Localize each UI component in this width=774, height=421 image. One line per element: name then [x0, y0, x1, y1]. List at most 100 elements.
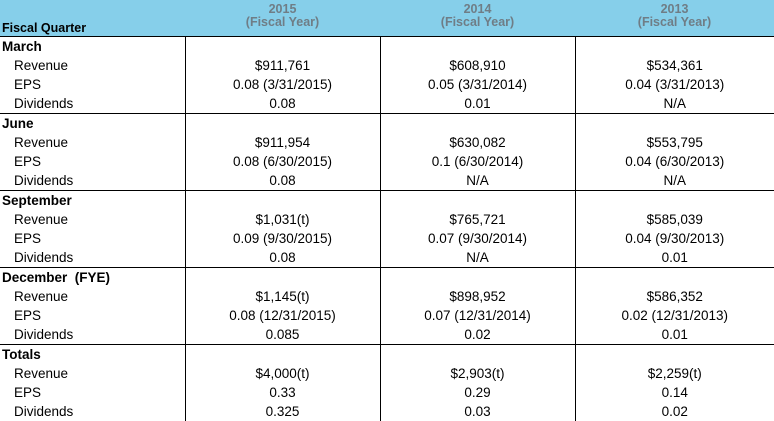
row-label: Revenue — [0, 364, 185, 383]
value-cell: 0.08 (12/31/2015) — [185, 306, 380, 325]
row-label: Dividends — [0, 402, 185, 421]
value-cell: $2,259(t) — [575, 364, 774, 383]
value-cell: 0.08 — [185, 94, 380, 114]
value-cell: 0.01 — [575, 248, 774, 268]
value-cell: 0.29 — [380, 383, 575, 402]
value-cell: 0.07 (12/31/2014) — [380, 306, 575, 325]
column-header: 2014(Fiscal Year) — [380, 0, 575, 37]
value-cell: N/A — [380, 248, 575, 268]
value-cell: 0.09 (9/30/2015) — [185, 229, 380, 248]
value-cell: $911,954 — [185, 133, 380, 152]
value-cell: 0.02 — [575, 402, 774, 421]
value-cell: 0.07 (9/30/2014) — [380, 229, 575, 248]
empty-cell — [185, 191, 380, 211]
data-row: Revenue$1,031(t)$765,721$585,039 — [0, 210, 774, 229]
data-row: Revenue$1,145(t)$898,952$586,352 — [0, 287, 774, 306]
value-cell: 0.08 — [185, 171, 380, 191]
table-header: Fiscal Quarter 2015(Fiscal Year)2014(Fis… — [0, 0, 774, 37]
value-cell: $911,761 — [185, 56, 380, 75]
value-cell: N/A — [575, 171, 774, 191]
empty-cell — [380, 114, 575, 134]
empty-cell — [185, 268, 380, 288]
value-cell: $585,039 — [575, 210, 774, 229]
empty-cell — [575, 345, 774, 365]
empty-cell — [185, 114, 380, 134]
column-note: (Fiscal Year) — [185, 16, 380, 29]
data-row: Revenue$4,000(t)$2,903(t)$2,259(t) — [0, 364, 774, 383]
section-title: March — [0, 37, 185, 57]
value-cell: 0.01 — [575, 325, 774, 345]
value-cell: $534,361 — [575, 56, 774, 75]
value-cell: 0.02 (12/31/2013) — [575, 306, 774, 325]
row-label: EPS — [0, 306, 185, 325]
row-label: EPS — [0, 152, 185, 171]
empty-cell — [380, 191, 575, 211]
value-cell: 0.04 (6/30/2013) — [575, 152, 774, 171]
value-cell: $608,910 — [380, 56, 575, 75]
value-cell: 0.04 (3/31/2013) — [575, 75, 774, 94]
row-label: EPS — [0, 229, 185, 248]
row-label: Revenue — [0, 133, 185, 152]
value-cell: 0.08 — [185, 248, 380, 268]
value-cell: N/A — [380, 171, 575, 191]
value-cell: 0.14 — [575, 383, 774, 402]
section-row: December (FYE) — [0, 268, 774, 288]
value-cell: 0.085 — [185, 325, 380, 345]
row-label: Dividends — [0, 94, 185, 114]
empty-cell — [185, 345, 380, 365]
value-cell: $586,352 — [575, 287, 774, 306]
section-title: December (FYE) — [0, 268, 185, 288]
value-cell: 0.02 — [380, 325, 575, 345]
value-cell: 0.08 (6/30/2015) — [185, 152, 380, 171]
value-cell: $630,082 — [380, 133, 575, 152]
row-label: Dividends — [0, 248, 185, 268]
column-note: (Fiscal Year) — [575, 16, 774, 29]
value-cell: 0.08 (3/31/2015) — [185, 75, 380, 94]
empty-cell — [575, 191, 774, 211]
value-cell: 0.33 — [185, 383, 380, 402]
empty-cell — [380, 268, 575, 288]
empty-cell — [380, 345, 575, 365]
value-cell: $1,145(t) — [185, 287, 380, 306]
value-cell: $553,795 — [575, 133, 774, 152]
header-label: Fiscal Quarter — [0, 0, 185, 37]
section-row: June — [0, 114, 774, 134]
section-row: Totals — [0, 345, 774, 365]
column-header: 2013(Fiscal Year) — [575, 0, 774, 37]
value-cell: 0.325 — [185, 402, 380, 421]
value-cell: $2,903(t) — [380, 364, 575, 383]
empty-cell — [575, 268, 774, 288]
value-cell: N/A — [575, 94, 774, 114]
value-cell: 0.05 (3/31/2014) — [380, 75, 575, 94]
row-label: EPS — [0, 75, 185, 94]
data-row: Revenue$911,761$608,910$534,361 — [0, 56, 774, 75]
value-cell: 0.01 — [380, 94, 575, 114]
data-row: Revenue$911,954$630,082$553,795 — [0, 133, 774, 152]
column-header: 2015(Fiscal Year) — [185, 0, 380, 37]
value-cell: 0.1 (6/30/2014) — [380, 152, 575, 171]
section-title: Totals — [0, 345, 185, 365]
column-note: (Fiscal Year) — [380, 16, 575, 29]
section-row: September — [0, 191, 774, 211]
section-row: March — [0, 37, 774, 57]
value-cell: $1,031(t) — [185, 210, 380, 229]
empty-cell — [575, 114, 774, 134]
empty-cell — [185, 37, 380, 57]
empty-cell — [575, 37, 774, 57]
section-title: June — [0, 114, 185, 134]
header-row: Fiscal Quarter 2015(Fiscal Year)2014(Fis… — [0, 0, 774, 37]
empty-cell — [380, 37, 575, 57]
